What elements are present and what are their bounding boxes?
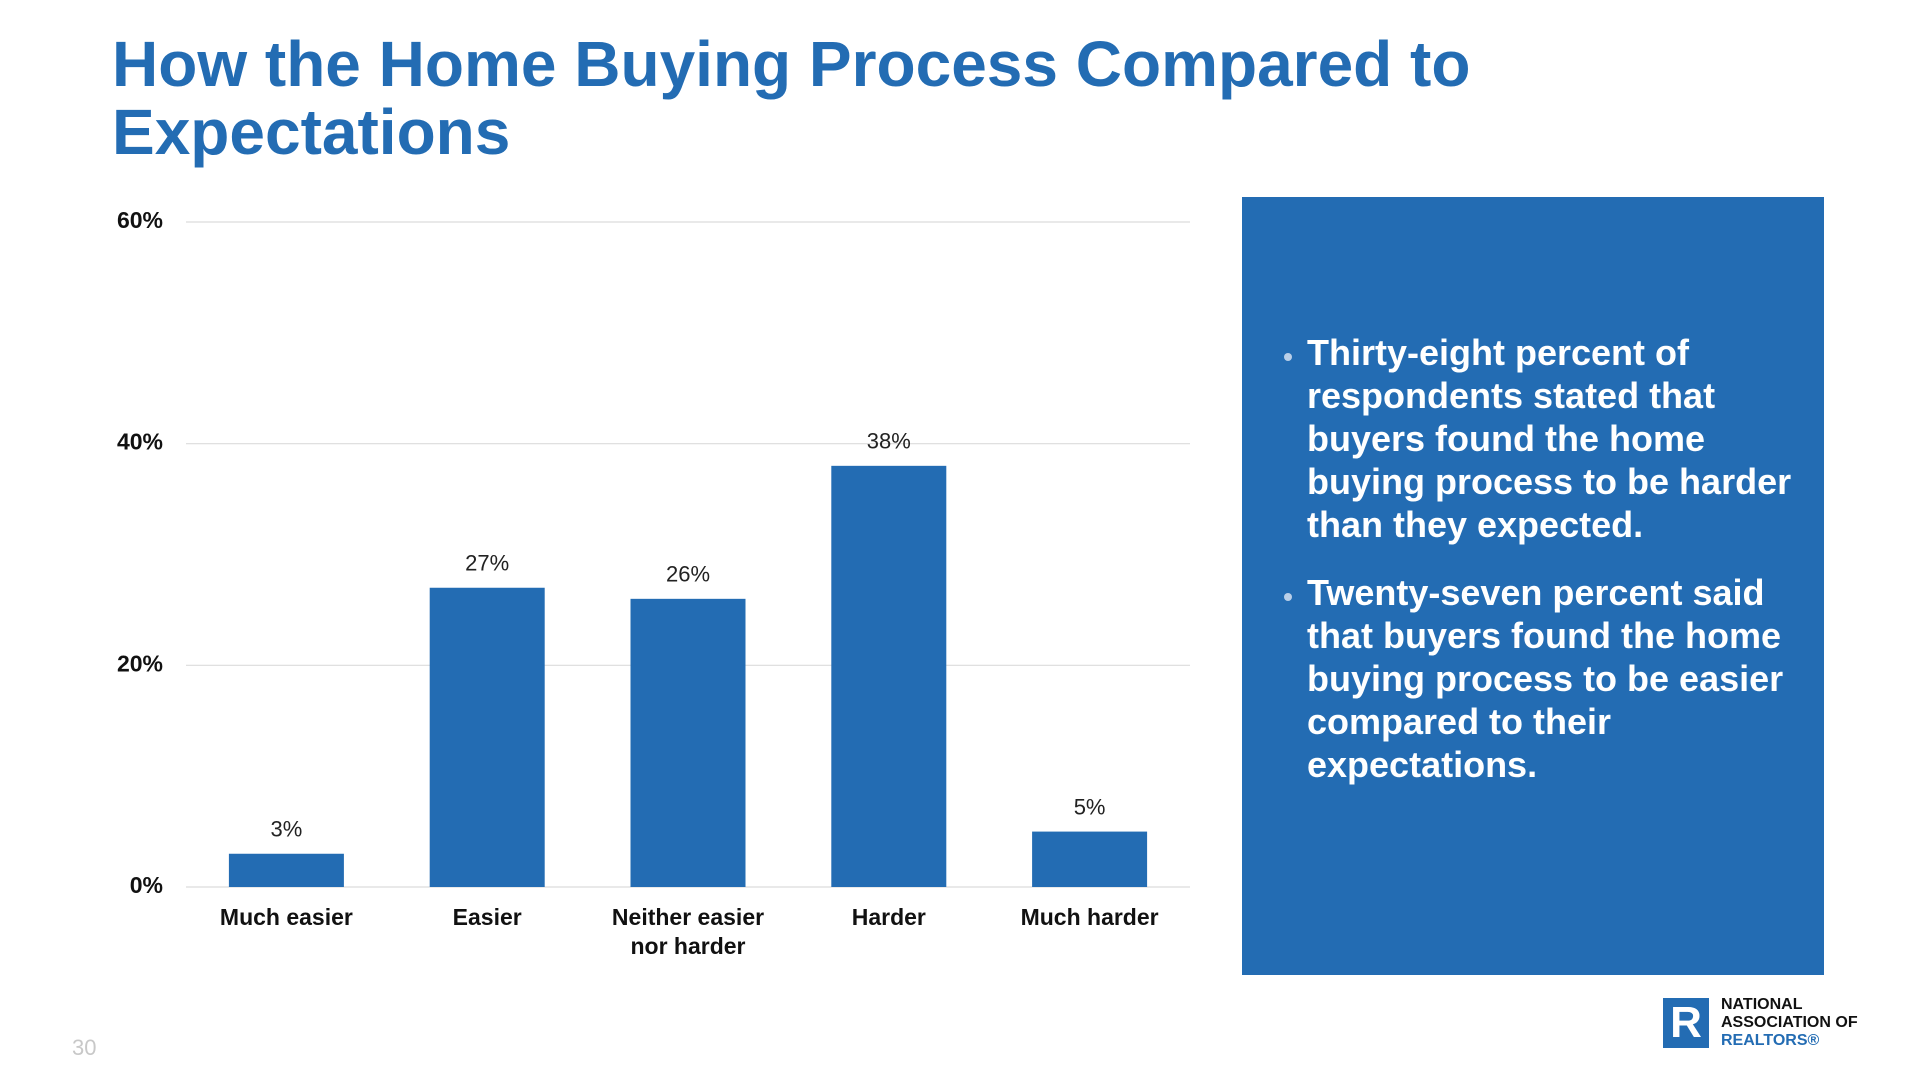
data-label: 3% [271, 817, 303, 842]
bullet-list: Thirty-eight percent of respondents stat… [1270, 331, 1827, 811]
logo-text: NATIONAL ASSOCIATION OF REALTORS® [1721, 996, 1858, 1050]
bar [1032, 831, 1148, 887]
data-label: 5% [1074, 794, 1106, 819]
bar [630, 598, 746, 887]
data-label: 26% [666, 562, 710, 587]
data-label: 27% [465, 551, 509, 576]
bar [429, 587, 545, 887]
logo-line: NATIONAL [1721, 996, 1803, 1013]
bullet: Thirty-eight percent of respondents stat… [1307, 331, 1827, 546]
x-tick-label: Harder [851, 904, 926, 930]
summary-box: Thirty-eight percent of respondents stat… [1242, 197, 1824, 975]
logo-line: REALTORS® [1721, 1032, 1820, 1049]
bullet: Twenty-seven percent said that buyers fo… [1307, 571, 1827, 786]
data-label: 38% [867, 429, 911, 454]
y-tick-label: 0% [130, 872, 163, 898]
x-tick-label: Easier [452, 904, 522, 930]
x-tick-label: Neither easier nor harder [611, 904, 765, 959]
logo-mark: R [1663, 998, 1709, 1048]
page-number: 30 [72, 1035, 97, 1060]
bar [831, 465, 947, 887]
x-tick-label: Much easier [219, 904, 353, 930]
y-tick-label: 20% [117, 650, 163, 676]
y-tick-label: 60% [117, 207, 163, 233]
bar [228, 853, 344, 887]
logo-line: ASSOCIATION OF [1721, 1014, 1858, 1031]
x-tick-label: Much harder [1020, 904, 1159, 930]
slide-title: How the Home Buying Process Compared to … [112, 28, 1471, 168]
y-tick-label: 40% [117, 429, 163, 455]
